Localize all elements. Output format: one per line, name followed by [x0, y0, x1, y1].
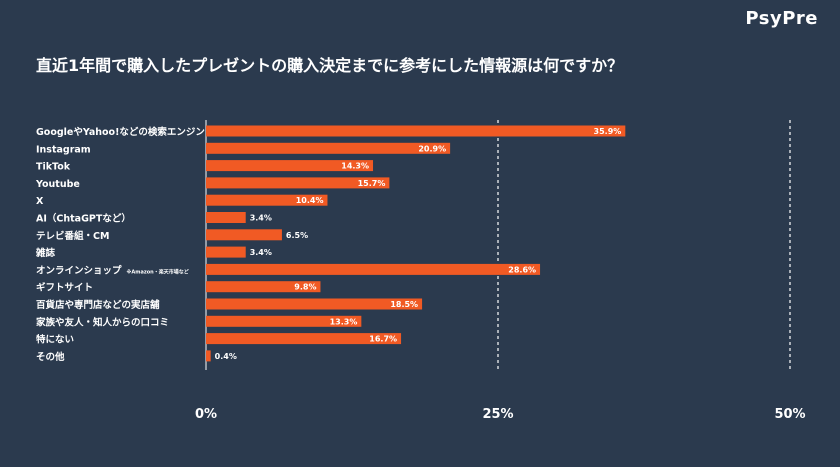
bar: [206, 315, 362, 327]
category-label: テレビ番組・CM: [36, 230, 109, 242]
data-label: 18.5%: [390, 300, 418, 309]
data-label: 15.7%: [358, 179, 386, 188]
data-label: 9.8%: [294, 283, 316, 292]
category-label: その他: [36, 351, 65, 363]
bar: [206, 125, 626, 137]
bar: [206, 333, 402, 345]
bar: [206, 281, 321, 293]
data-label: 20.9%: [418, 144, 446, 153]
data-label: 0.4%: [215, 352, 237, 361]
bar: [206, 246, 246, 258]
category-label: Instagram: [36, 144, 91, 155]
data-label: 14.3%: [341, 162, 369, 171]
data-label: 6.5%: [286, 231, 308, 240]
category-label: 特にない: [36, 334, 74, 346]
category-label: 百貨店や専門店などの実店舗: [36, 299, 160, 311]
bar: [206, 194, 328, 206]
x-tick-label: 50%: [774, 407, 805, 422]
bar: [206, 160, 374, 172]
data-label: 10.4%: [296, 196, 324, 205]
category-label: オンラインショップ ※Amazon・楽天市場など: [36, 264, 189, 276]
category-label: ギフトサイト: [36, 282, 93, 294]
bar: [206, 177, 390, 189]
data-label: 3.4%: [250, 214, 272, 223]
category-label: X: [36, 196, 44, 207]
bar: [206, 142, 451, 154]
bar: [206, 350, 211, 362]
brand-logo: PsyPre: [745, 8, 818, 29]
category-label: GoogleやYahoo!などの検索エンジン: [36, 126, 205, 138]
x-tick-label: 25%: [482, 407, 513, 422]
data-label: 16.7%: [369, 335, 397, 344]
data-label: 35.9%: [594, 127, 622, 136]
category-note: ※Amazon・楽天市場など: [127, 268, 189, 275]
data-label: 3.4%: [250, 248, 272, 257]
data-label: 13.3%: [330, 317, 358, 326]
category-label: 雑誌: [35, 247, 56, 259]
category-label: TikTok: [36, 162, 71, 173]
chart-title: 直近1年間で購入したプレゼントの購入決定までに参考にした情報源は何ですか？: [36, 56, 624, 75]
data-label: 28.6%: [508, 265, 536, 274]
category-label: AI（ChtaGPTなど）: [36, 213, 131, 225]
bar: [206, 298, 423, 310]
bar: [206, 263, 541, 275]
bar: [206, 212, 246, 223]
category-label: Youtube: [35, 179, 80, 190]
bar: [206, 229, 282, 241]
x-tick-label: 0%: [195, 407, 217, 422]
category-label: 家族や友人・知人からの口コミ: [36, 316, 169, 328]
